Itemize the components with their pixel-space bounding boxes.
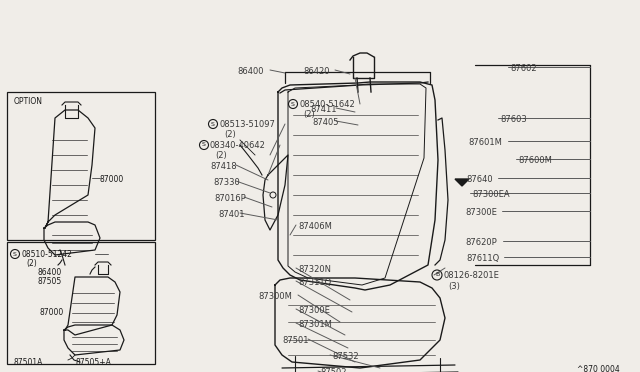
Text: 86420: 86420 — [303, 67, 330, 76]
Text: 87405: 87405 — [312, 118, 339, 127]
Text: 08510-51242: 08510-51242 — [21, 250, 72, 259]
Text: 87502: 87502 — [320, 368, 346, 372]
Text: S: S — [202, 142, 206, 148]
Text: 87418: 87418 — [210, 162, 237, 171]
Text: (2): (2) — [303, 110, 315, 119]
Text: 87611Q: 87611Q — [466, 254, 499, 263]
Text: (2): (2) — [26, 259, 36, 268]
Text: 87501A: 87501A — [14, 358, 44, 367]
Text: 87602: 87602 — [510, 64, 536, 73]
Text: 87300E: 87300E — [465, 208, 497, 217]
Text: 87016P: 87016P — [214, 194, 246, 203]
Text: 87406M: 87406M — [298, 222, 332, 231]
Text: 87300M: 87300M — [258, 292, 292, 301]
Text: 87600M: 87600M — [518, 156, 552, 165]
Text: 87000: 87000 — [40, 308, 64, 317]
Text: 87300E: 87300E — [298, 306, 330, 315]
Text: 87620P: 87620P — [465, 238, 497, 247]
Text: 87532: 87532 — [332, 352, 358, 361]
Text: 87601M: 87601M — [468, 138, 502, 147]
Text: 87640: 87640 — [466, 175, 493, 184]
Bar — [7, 92, 155, 240]
Text: B: B — [435, 273, 439, 278]
Text: ^870 0004: ^870 0004 — [577, 365, 620, 372]
Text: 87320N: 87320N — [298, 265, 331, 274]
Text: 87505+A: 87505+A — [75, 358, 111, 367]
Text: 87300EA: 87300EA — [472, 190, 509, 199]
Text: S: S — [211, 122, 215, 126]
Text: (2): (2) — [215, 151, 227, 160]
Text: 87401: 87401 — [218, 210, 244, 219]
Text: 08126-8201E: 08126-8201E — [444, 271, 500, 280]
Text: OPTION: OPTION — [14, 97, 43, 106]
Polygon shape — [455, 179, 469, 186]
Text: 87505: 87505 — [38, 277, 62, 286]
Text: 87501: 87501 — [282, 336, 308, 345]
Text: 86400: 86400 — [38, 268, 62, 277]
Text: S: S — [291, 102, 295, 106]
Text: S: S — [13, 251, 17, 257]
Text: 08340-40642: 08340-40642 — [210, 141, 266, 150]
Text: 87301M: 87301M — [298, 320, 332, 329]
Text: 87330: 87330 — [213, 178, 240, 187]
Text: 87000: 87000 — [100, 175, 124, 184]
Text: 87411: 87411 — [310, 105, 337, 114]
Text: 87311Q: 87311Q — [298, 278, 332, 287]
Text: (2): (2) — [224, 130, 236, 139]
Text: 08540-51642: 08540-51642 — [299, 100, 355, 109]
Text: 08513-51097: 08513-51097 — [219, 120, 275, 129]
Text: (3): (3) — [448, 282, 460, 291]
Bar — [7, 242, 155, 364]
Text: 86400: 86400 — [237, 67, 264, 76]
Text: 87603: 87603 — [500, 115, 527, 124]
